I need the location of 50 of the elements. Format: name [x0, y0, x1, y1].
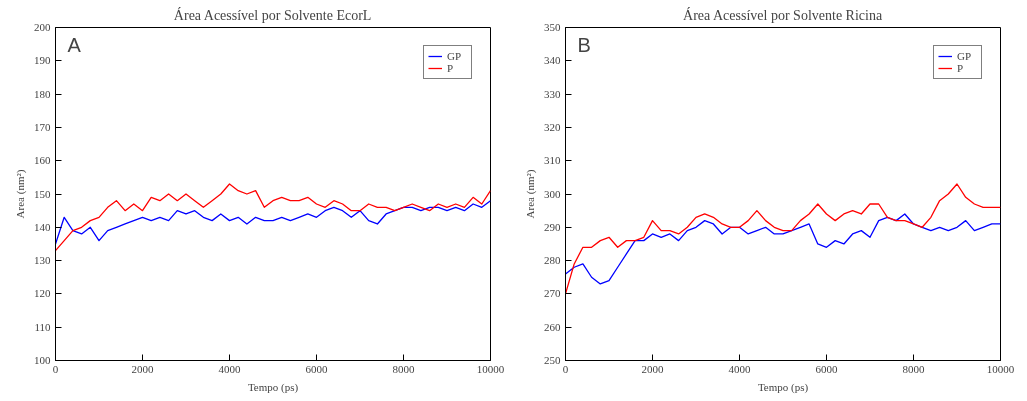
x-tick-label: 0: [562, 362, 569, 375]
y-tick-label: 170: [34, 120, 51, 133]
x-tick-label: 2000: [641, 362, 664, 375]
y-tick-label: 180: [34, 87, 51, 100]
legend-label: P: [447, 62, 455, 74]
y-tick-label: 260: [544, 320, 561, 333]
x-tick-label: 6000: [305, 362, 328, 375]
x-tick-label: 8000: [902, 362, 925, 375]
y-axis-title: Area (nm²): [14, 169, 27, 219]
y-tick-label: 300: [544, 187, 561, 200]
y-tick-label: 310: [544, 154, 561, 167]
y-tick-label: 150: [34, 187, 51, 200]
y-tick-label: 330: [544, 87, 561, 100]
x-tick-label: 4000: [728, 362, 751, 375]
x-tick-label: 10000: [986, 362, 1015, 375]
y-tick-label: 340: [544, 54, 561, 67]
y-tick-label: 280: [544, 254, 561, 267]
x-axis-title: Tempo (ps): [247, 380, 299, 394]
line-series: [565, 213, 1001, 285]
x-tick-label: 8000: [392, 362, 415, 375]
y-tick-label: 250: [544, 354, 561, 366]
annotation: A: [67, 33, 82, 56]
y-tick-label: 160: [34, 154, 51, 167]
legend-label: GP: [957, 50, 973, 62]
y-axis-title: Area (nm²): [524, 169, 537, 219]
y-tick-label: 140: [34, 220, 51, 233]
chart-title: Área Acessível por Solvente Ricina: [683, 6, 883, 23]
y-tick-label: 320: [544, 120, 561, 133]
y-tick-label: 110: [34, 320, 51, 333]
x-tick-label: 0: [52, 362, 59, 375]
y-tick-label: 270: [544, 287, 561, 300]
legend-label: GP: [447, 50, 463, 62]
line-series: [55, 183, 491, 252]
legend-label: P: [957, 62, 965, 74]
x-tick-label: 10000: [476, 362, 505, 375]
y-tick-label: 200: [34, 21, 51, 33]
x-axis-title: Tempo (ps): [757, 380, 809, 394]
line-series: [565, 183, 1001, 295]
y-tick-label: 100: [34, 354, 51, 366]
y-tick-label: 130: [34, 254, 51, 267]
y-tick-label: 350: [544, 21, 561, 33]
x-tick-label: 2000: [131, 362, 154, 375]
annotation: B: [577, 33, 591, 56]
x-tick-label: 6000: [815, 362, 838, 375]
y-tick-label: 190: [34, 54, 51, 67]
y-tick-label: 290: [544, 220, 561, 233]
x-tick-label: 4000: [218, 362, 241, 375]
chart-title: Área Acessível por Solvente EcorL: [173, 6, 372, 23]
y-tick-label: 120: [34, 287, 51, 300]
line-series: [55, 200, 491, 245]
